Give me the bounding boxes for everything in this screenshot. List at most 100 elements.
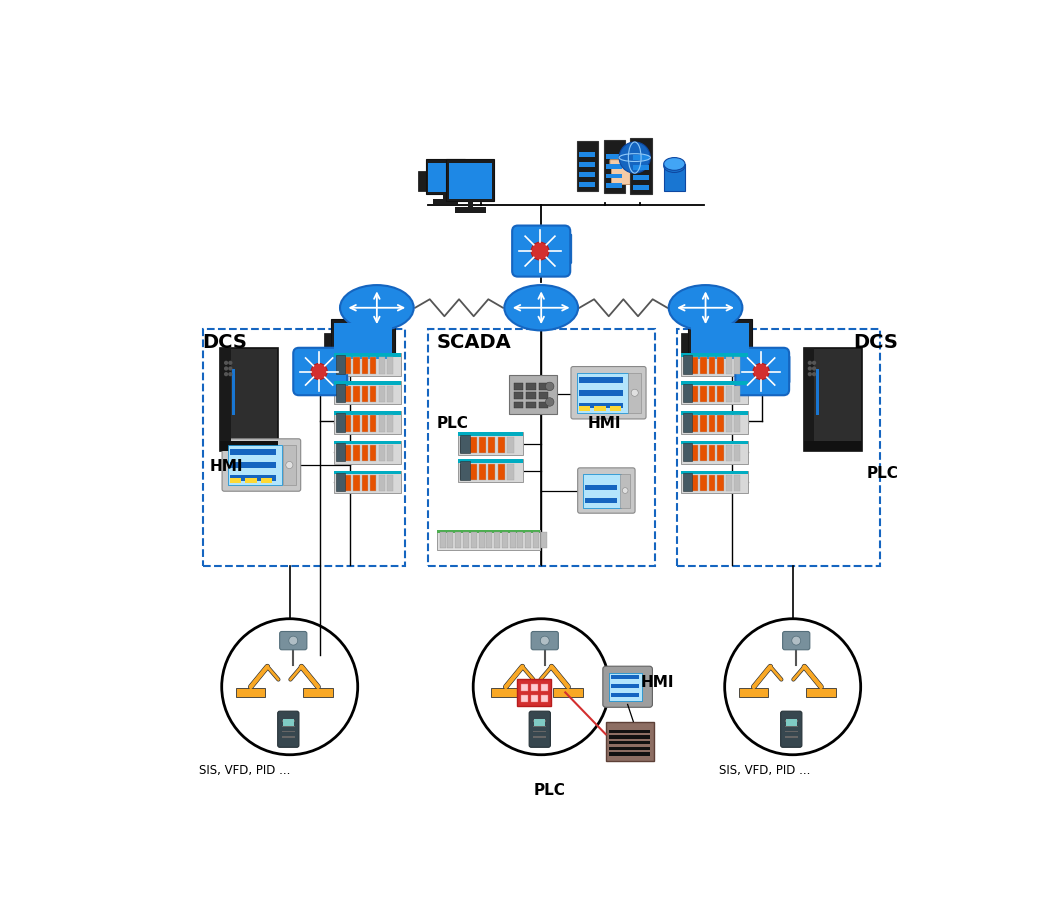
Bar — [522, 695, 528, 702]
Bar — [221, 349, 231, 452]
Circle shape — [228, 361, 232, 366]
Bar — [553, 688, 583, 698]
FancyBboxPatch shape — [426, 160, 465, 195]
FancyBboxPatch shape — [541, 533, 547, 549]
FancyBboxPatch shape — [525, 533, 531, 549]
Bar — [232, 369, 235, 415]
Text: SIS, VFD, PID ...: SIS, VFD, PID ... — [719, 764, 810, 777]
Bar — [230, 478, 241, 484]
FancyBboxPatch shape — [700, 357, 706, 374]
FancyBboxPatch shape — [455, 533, 461, 549]
Bar — [705, 368, 734, 373]
FancyBboxPatch shape — [700, 446, 706, 462]
FancyBboxPatch shape — [371, 475, 377, 492]
Bar — [533, 731, 546, 732]
FancyBboxPatch shape — [336, 384, 345, 403]
Bar — [606, 184, 622, 189]
FancyBboxPatch shape — [531, 631, 559, 650]
FancyBboxPatch shape — [533, 533, 539, 549]
FancyBboxPatch shape — [354, 357, 360, 374]
Bar — [681, 412, 749, 415]
Bar — [609, 747, 650, 750]
Text: SCADA: SCADA — [436, 333, 511, 352]
FancyBboxPatch shape — [334, 412, 401, 435]
FancyBboxPatch shape — [734, 416, 740, 432]
Bar — [578, 373, 628, 414]
FancyBboxPatch shape — [725, 475, 732, 492]
Bar — [628, 373, 641, 414]
FancyBboxPatch shape — [488, 437, 495, 453]
Bar — [449, 165, 492, 199]
FancyBboxPatch shape — [386, 357, 393, 374]
Bar — [606, 154, 622, 160]
FancyBboxPatch shape — [512, 226, 570, 278]
Bar — [609, 735, 650, 739]
FancyBboxPatch shape — [362, 386, 369, 403]
Polygon shape — [741, 354, 790, 357]
FancyBboxPatch shape — [460, 464, 468, 481]
Bar — [634, 166, 648, 171]
Ellipse shape — [340, 286, 414, 331]
FancyBboxPatch shape — [345, 416, 352, 432]
FancyBboxPatch shape — [681, 334, 699, 357]
Bar — [539, 403, 548, 409]
FancyBboxPatch shape — [371, 357, 377, 374]
FancyBboxPatch shape — [345, 446, 352, 462]
FancyBboxPatch shape — [606, 722, 654, 761]
FancyBboxPatch shape — [604, 141, 625, 193]
Bar — [610, 693, 639, 698]
FancyBboxPatch shape — [345, 475, 352, 492]
Bar — [468, 201, 473, 210]
Text: DCS: DCS — [203, 333, 247, 352]
Polygon shape — [299, 354, 347, 357]
FancyBboxPatch shape — [664, 165, 685, 192]
FancyBboxPatch shape — [692, 446, 698, 462]
Bar — [334, 471, 401, 475]
FancyBboxPatch shape — [488, 464, 495, 481]
FancyBboxPatch shape — [457, 460, 523, 482]
Bar — [609, 673, 642, 701]
FancyBboxPatch shape — [683, 356, 693, 374]
Ellipse shape — [664, 161, 685, 174]
Bar — [455, 208, 486, 213]
FancyBboxPatch shape — [681, 382, 749, 404]
Text: HMI: HMI — [640, 675, 674, 689]
FancyBboxPatch shape — [457, 433, 523, 456]
FancyBboxPatch shape — [337, 416, 343, 432]
FancyBboxPatch shape — [459, 435, 470, 453]
Bar — [634, 156, 648, 161]
FancyBboxPatch shape — [478, 533, 485, 549]
FancyBboxPatch shape — [717, 446, 723, 462]
Bar — [245, 478, 257, 484]
FancyBboxPatch shape — [734, 386, 740, 403]
FancyBboxPatch shape — [354, 446, 360, 462]
FancyBboxPatch shape — [371, 446, 377, 462]
Bar — [717, 361, 722, 369]
FancyBboxPatch shape — [683, 475, 690, 492]
Bar — [620, 474, 630, 508]
FancyBboxPatch shape — [497, 437, 505, 453]
FancyBboxPatch shape — [517, 679, 551, 706]
Circle shape — [812, 367, 816, 371]
Ellipse shape — [664, 158, 685, 171]
Circle shape — [808, 372, 812, 377]
Bar — [580, 173, 595, 177]
Bar — [334, 354, 401, 357]
FancyBboxPatch shape — [337, 446, 343, 462]
Bar — [785, 736, 797, 738]
Bar — [334, 412, 401, 415]
Bar — [579, 378, 623, 383]
Circle shape — [808, 361, 812, 366]
Bar — [261, 478, 272, 484]
FancyBboxPatch shape — [354, 386, 360, 403]
Bar — [533, 736, 546, 738]
FancyBboxPatch shape — [417, 172, 430, 192]
Circle shape — [541, 637, 549, 645]
FancyBboxPatch shape — [517, 533, 524, 549]
FancyBboxPatch shape — [734, 475, 740, 492]
FancyBboxPatch shape — [709, 446, 715, 462]
FancyBboxPatch shape — [221, 349, 279, 452]
Text: PLC: PLC — [867, 465, 899, 480]
Bar — [491, 688, 521, 698]
FancyBboxPatch shape — [709, 416, 715, 432]
